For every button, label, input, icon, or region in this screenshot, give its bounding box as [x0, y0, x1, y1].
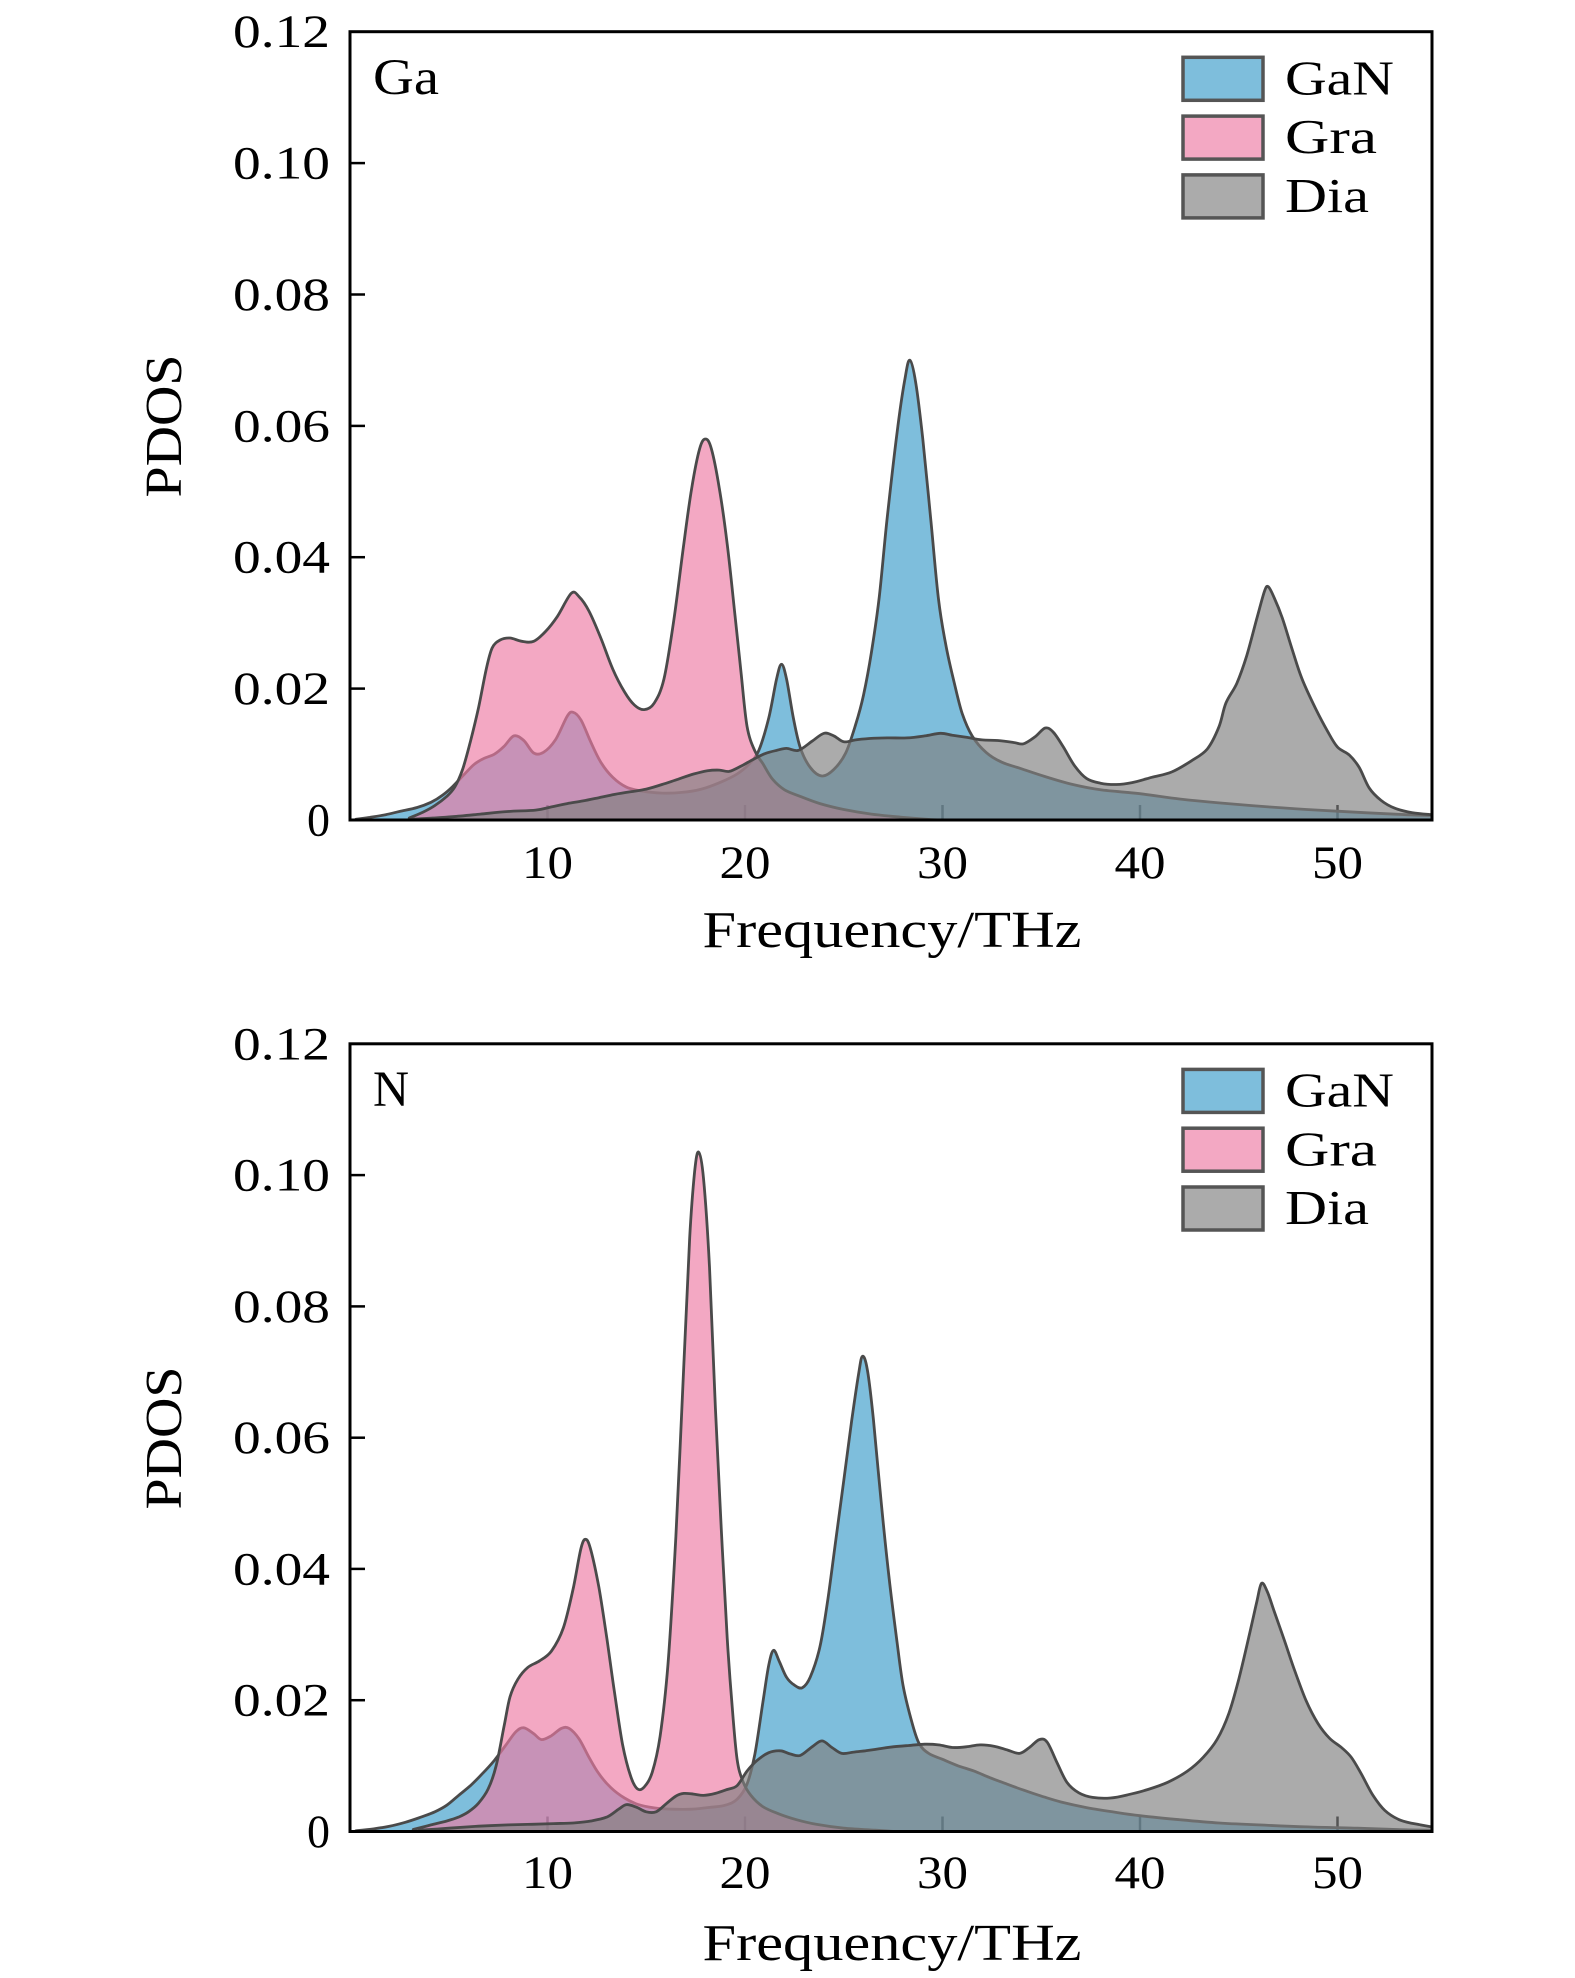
- svg-text:50: 50: [1312, 1847, 1363, 1899]
- svg-text:0.06: 0.06: [233, 1412, 330, 1464]
- svg-text:10: 10: [522, 837, 573, 889]
- svg-text:0.08: 0.08: [233, 1281, 330, 1333]
- svg-text:0: 0: [307, 795, 330, 847]
- svg-text:0.06: 0.06: [233, 400, 330, 452]
- svg-text:0.12: 0.12: [233, 6, 330, 58]
- svg-text:Dia: Dia: [1285, 168, 1369, 223]
- svg-text:10: 10: [522, 1847, 573, 1899]
- svg-text:0: 0: [307, 1806, 330, 1858]
- svg-text:GaN: GaN: [1285, 50, 1394, 105]
- svg-text:N: N: [373, 1062, 409, 1118]
- svg-text:0.08: 0.08: [233, 269, 330, 321]
- svg-text:0.04: 0.04: [233, 532, 330, 584]
- svg-text:PDOS: PDOS: [136, 355, 193, 498]
- svg-text:40: 40: [1115, 1847, 1166, 1899]
- svg-text:PDOS: PDOS: [136, 1367, 193, 1510]
- svg-text:Dia: Dia: [1285, 1180, 1369, 1235]
- svg-text:0.02: 0.02: [233, 1675, 330, 1727]
- svg-text:0.10: 0.10: [233, 1150, 330, 1202]
- svg-text:40: 40: [1115, 837, 1166, 889]
- svg-text:0.04: 0.04: [233, 1543, 330, 1595]
- svg-text:Frequency/THz: Frequency/THz: [703, 1915, 1082, 1972]
- svg-text:0.12: 0.12: [233, 1018, 330, 1070]
- svg-text:20: 20: [720, 1847, 771, 1899]
- svg-text:30: 30: [917, 1847, 968, 1899]
- svg-text:GaN: GaN: [1285, 1063, 1394, 1118]
- svg-text:20: 20: [720, 837, 771, 889]
- svg-text:Frequency/THz: Frequency/THz: [703, 902, 1082, 959]
- svg-text:0.10: 0.10: [233, 138, 330, 190]
- svg-text:50: 50: [1312, 837, 1363, 889]
- svg-text:0.02: 0.02: [233, 663, 330, 715]
- svg-text:Gra: Gra: [1285, 1121, 1377, 1176]
- svg-text:30: 30: [917, 837, 968, 889]
- svg-text:Gra: Gra: [1285, 109, 1377, 164]
- svg-text:Ga: Ga: [373, 50, 439, 106]
